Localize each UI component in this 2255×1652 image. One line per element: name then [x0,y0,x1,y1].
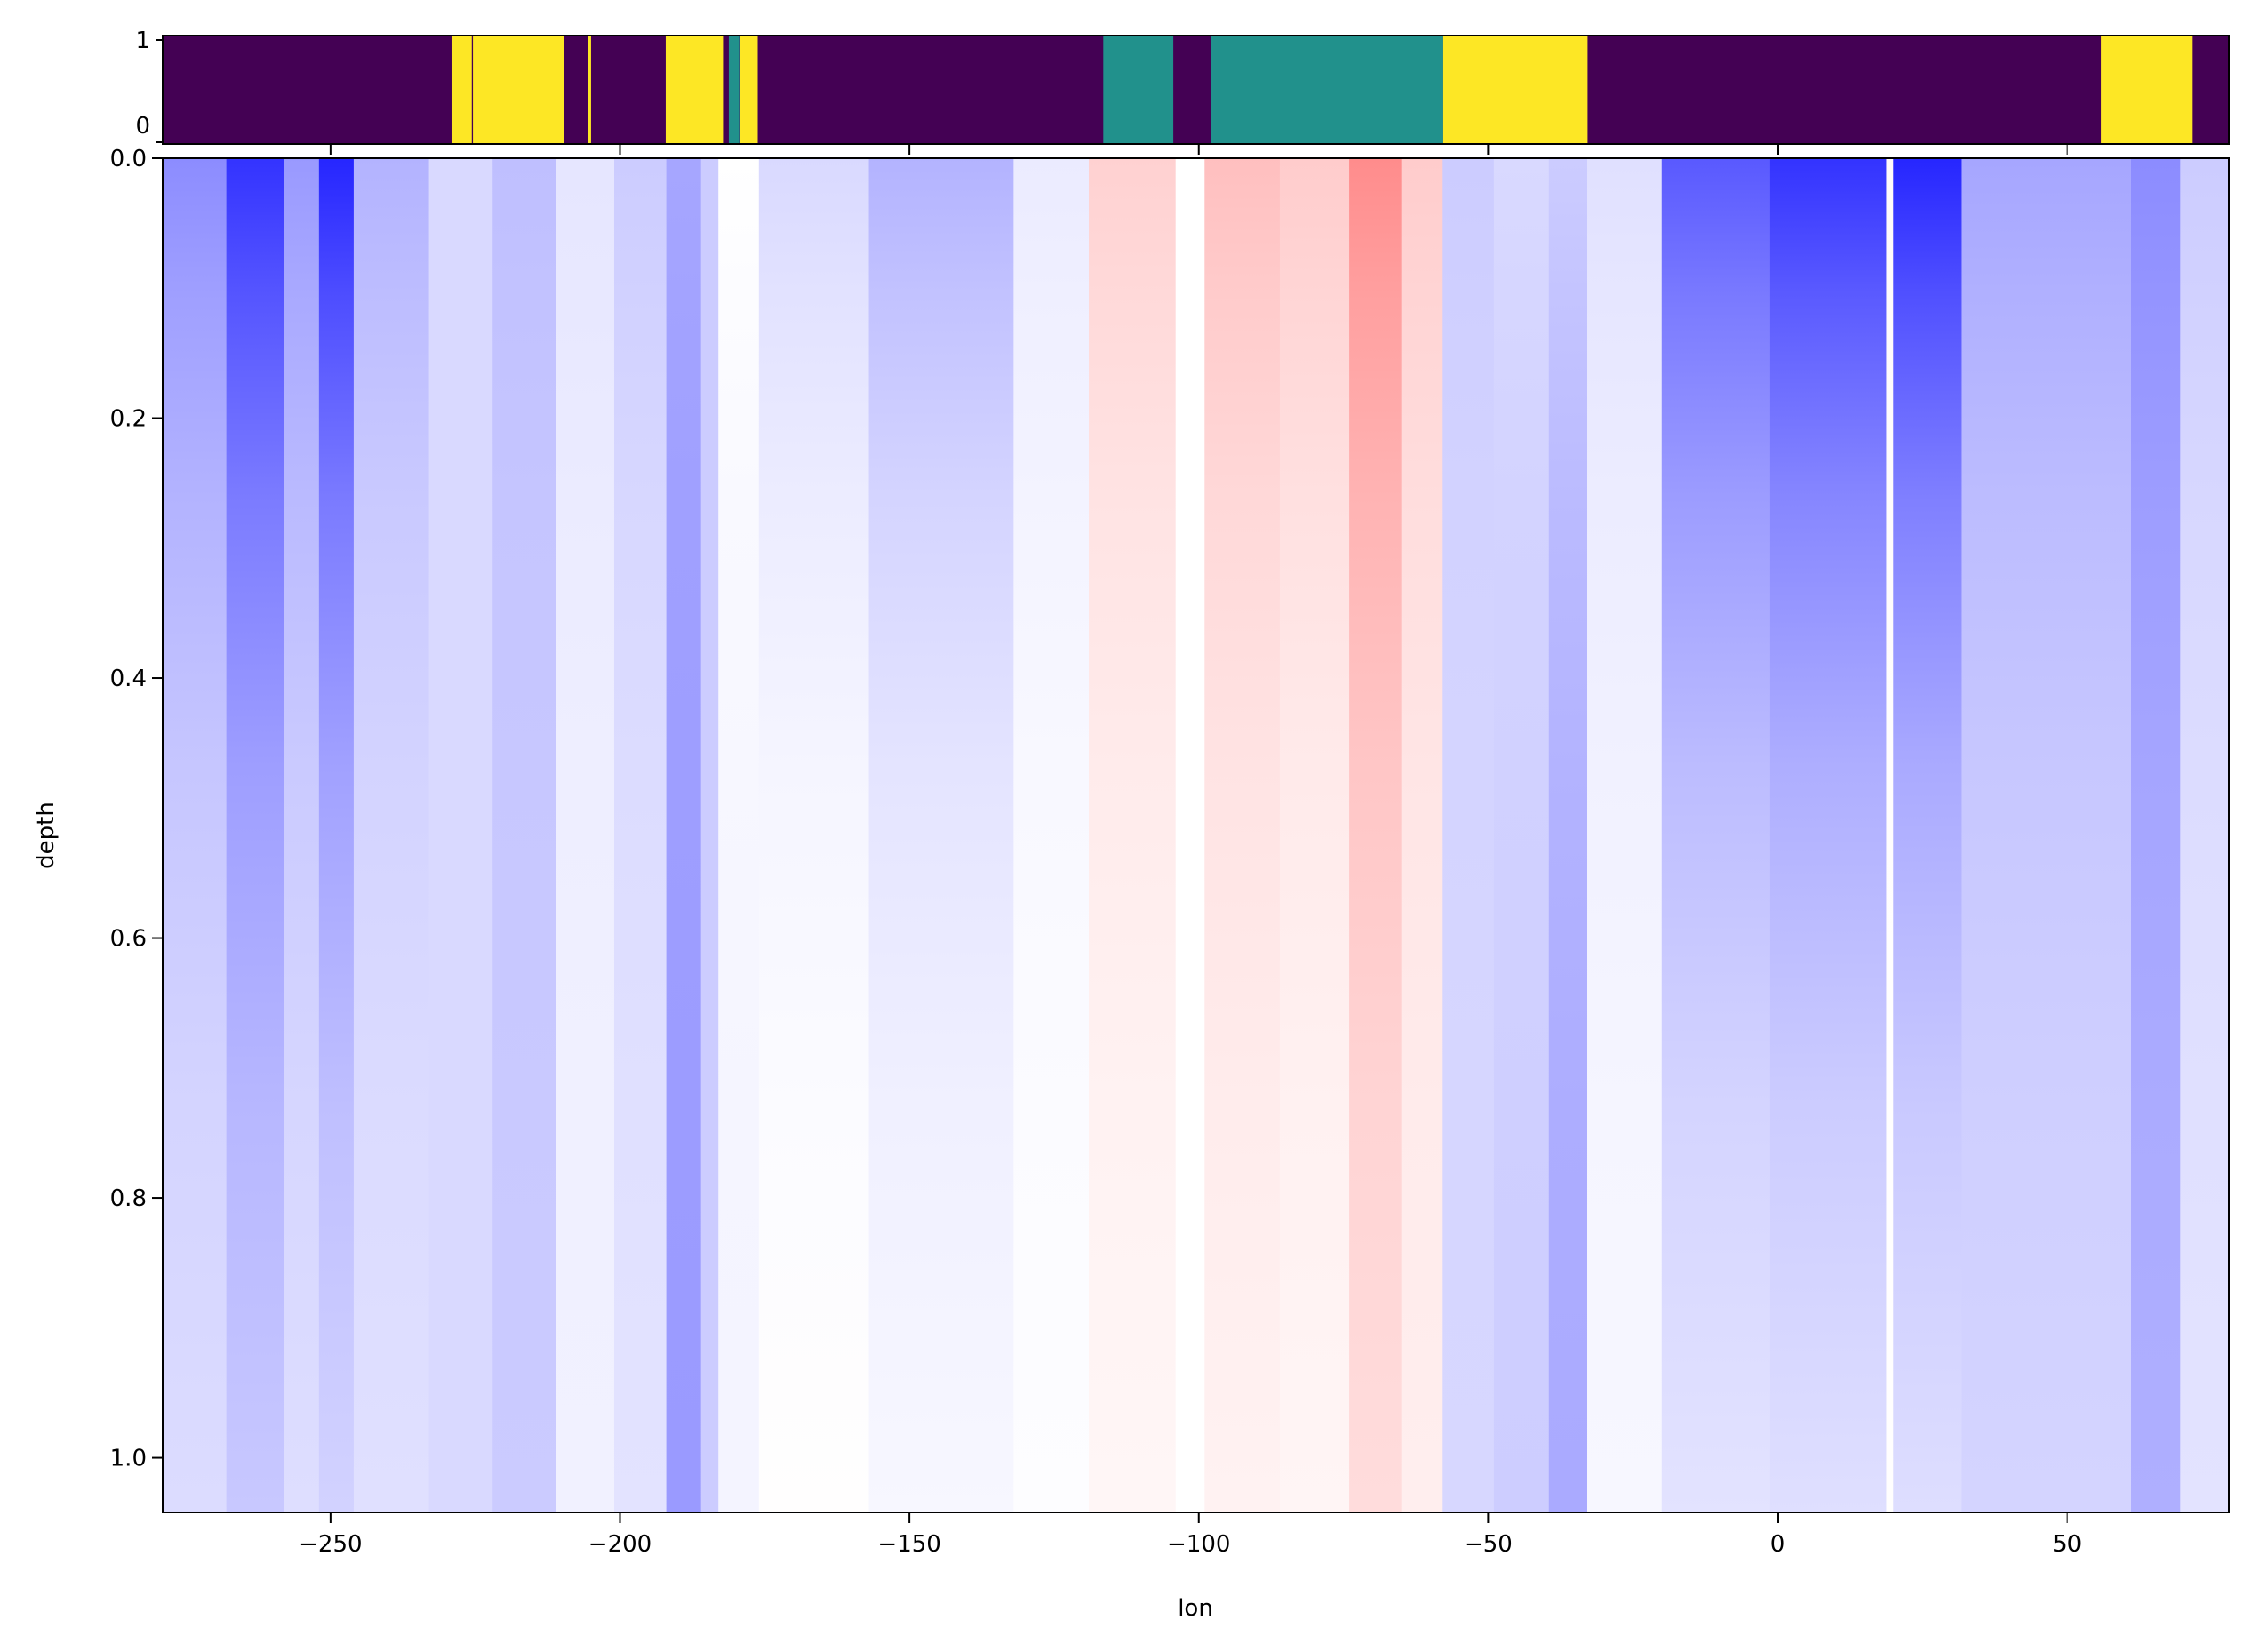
strip-segment [740,36,758,144]
heatmap-band [700,158,719,1512]
y-tick-label: 0.0 [110,146,147,172]
heatmap-band [1204,158,1281,1512]
axes: 1 0 −250 −200 −150 −100 −50 0 50 0.0 0.2 0.4 0.6 0.8 1… [110,28,2230,1558]
y-axis-label: depth [33,802,60,869]
x-axis-label: lon [1178,1595,1213,1622]
heatmap-band [1886,158,1894,1512]
y-tick-label: 0.6 [110,926,147,953]
strip-segment [728,36,740,144]
strip-segment [1211,36,1443,144]
strip-background-segment [163,36,2229,144]
heatmap-band [1279,158,1350,1512]
heatmap-band [284,158,320,1512]
strip-y-tick-label: 1 [135,28,150,54]
heatmap-band [1349,158,1403,1512]
strip-segment [473,36,564,144]
heatmap-band [163,158,228,1512]
x-tick-label: −200 [588,1531,652,1558]
heatmap-band [2131,158,2181,1512]
heatmap-band [2180,158,2230,1512]
heatmap-band [1175,158,1205,1512]
x-tick-label: −50 [1464,1531,1513,1558]
heatmap-band [1089,158,1177,1512]
y-tick-label: 0.8 [110,1185,147,1212]
category-strip-panel [163,36,2229,144]
x-tick-label: 50 [2052,1531,2082,1558]
strip-segment [665,36,724,144]
heatmap-band [1548,158,1587,1512]
strip-segment [1442,36,1588,144]
heatmap-band [1587,158,1663,1512]
strip-segment [1103,36,1174,144]
heatmap-band [1661,158,1771,1512]
x-tick-label: 0 [1771,1531,1786,1558]
strip-segment [451,36,472,144]
heatmap-panel [163,158,2230,1512]
y-tick-label: 0.2 [110,406,147,433]
x-tick-label: −250 [299,1531,362,1558]
heatmap-band [613,158,668,1512]
heatmap-band [318,158,355,1512]
heatmap-band [758,158,870,1512]
heatmap-band [428,158,493,1512]
heatmap-band [1961,158,2131,1512]
heatmap-band [556,158,615,1512]
heatmap-band [868,158,1014,1512]
x-tick-label: −150 [877,1531,940,1558]
heatmap-band [1442,158,1495,1512]
heatmap-band [1893,158,1962,1512]
strip-y-tick-label: 0 [135,113,150,140]
heatmap-frame [162,157,2230,1513]
strip-segment [588,36,591,144]
heatmap-band [492,158,557,1512]
heatmap-band [666,158,702,1512]
strip-frame [162,35,2230,145]
strip-segment [2101,36,2193,144]
heatmap-band [226,158,285,1512]
heatmap-band [1769,158,1887,1512]
heatmap-band [1401,158,1443,1512]
heatmap-band [1013,158,1090,1512]
heatmap-band [353,158,430,1512]
heatmap-band [718,158,760,1512]
heatmap-band [1493,158,1550,1512]
x-tick-label: −100 [1167,1531,1230,1558]
y-tick-label: 1.0 [110,1446,147,1472]
y-tick-label: 0.4 [110,666,147,692]
